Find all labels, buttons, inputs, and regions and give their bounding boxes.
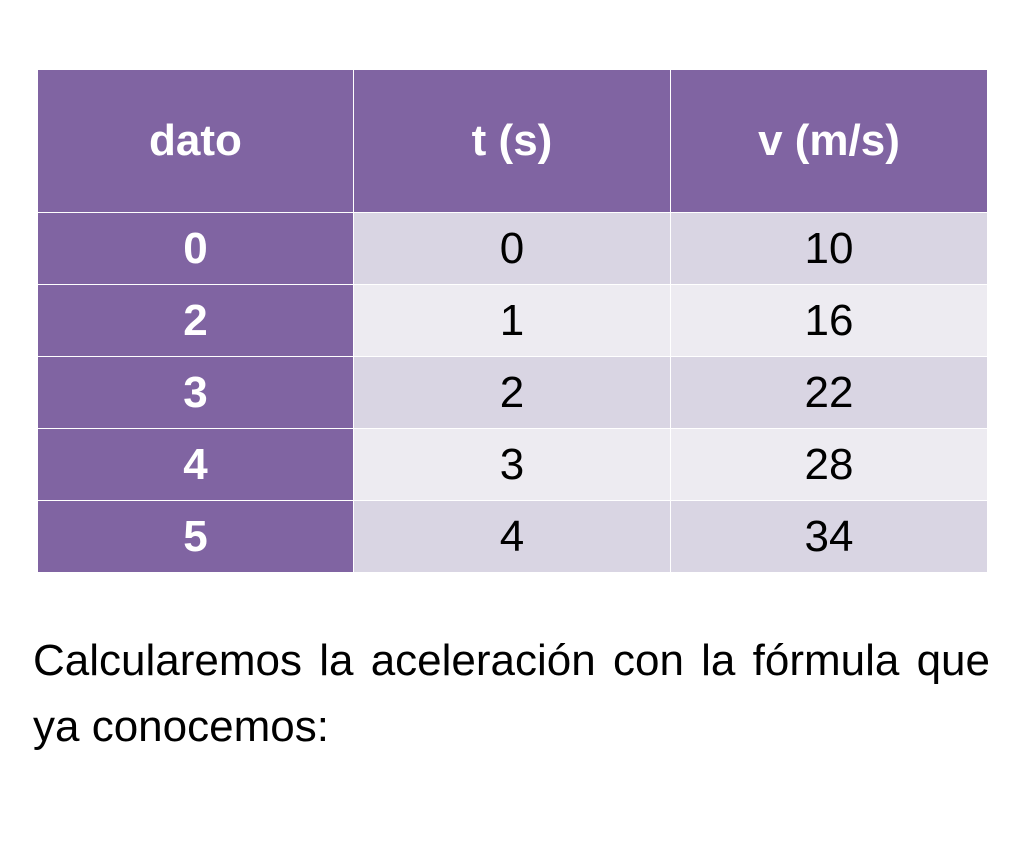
table-header-row: dato t (s) v (m/s) (37, 69, 988, 213)
caption-text: Calcularemos la aceleración con la fórmu… (33, 636, 990, 751)
table-row: 0 0 10 (37, 212, 988, 285)
cell-dato: 2 (37, 284, 354, 357)
header-time: t (s) (353, 69, 671, 213)
cell-time: 0 (353, 212, 671, 285)
table-row: 5 4 34 (37, 500, 988, 573)
cell-dato: 0 (37, 212, 354, 285)
cell-dato: 4 (37, 428, 354, 501)
cell-velocity: 34 (670, 500, 988, 573)
cell-time: 1 (353, 284, 671, 357)
cell-velocity: 10 (670, 212, 988, 285)
cell-dato: 5 (37, 500, 354, 573)
cell-velocity: 22 (670, 356, 988, 429)
table-row: 4 3 28 (37, 428, 988, 501)
header-dato: dato (37, 69, 354, 213)
cell-time: 2 (353, 356, 671, 429)
cell-time: 3 (353, 428, 671, 501)
cell-time: 4 (353, 500, 671, 573)
table-row: 3 2 22 (37, 356, 988, 429)
cell-dato: 3 (37, 356, 354, 429)
data-table: dato t (s) v (m/s) 0 0 10 2 1 16 3 2 22 … (37, 69, 988, 573)
table-row: 2 1 16 (37, 284, 988, 357)
cell-velocity: 28 (670, 428, 988, 501)
cell-velocity: 16 (670, 284, 988, 357)
header-velocity: v (m/s) (670, 69, 988, 213)
